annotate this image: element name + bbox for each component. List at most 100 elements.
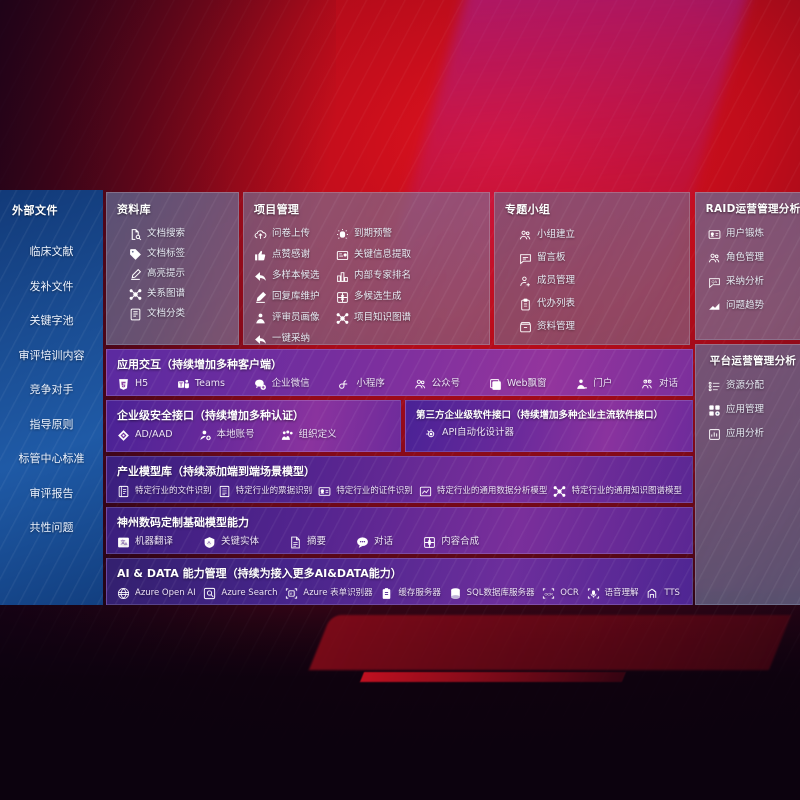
library-item-document-tag[interactable]: 文档标签 (129, 244, 230, 264)
interaction-item-h5[interactable]: H5 (117, 375, 148, 394)
project-item-label: 内部专家排名 (354, 270, 412, 282)
summary-icon (289, 536, 302, 549)
thirdparty-item-label: API自动化设计器 (442, 427, 515, 439)
ai-item-azure-search[interactable]: Azure Search (203, 584, 278, 603)
interaction-item-miniprogram[interactable]: 小程序 (338, 375, 385, 394)
sidebar-item-clinical-literature[interactable]: 临床文献 (29, 245, 74, 258)
security-item-organization[interactable]: 组织定义 (281, 426, 337, 445)
sidebar-item-keyword-pool[interactable]: 关键字池 (29, 314, 74, 327)
interaction-item-wecom[interactable]: 企业微信 (254, 375, 310, 394)
project-item-knowledge-graph[interactable]: 项目知识图谱 (336, 308, 418, 329)
sidebar-item-review-report[interactable]: 审评报告 (29, 486, 74, 500)
band-enterprise-security: 企业级安全接口（持续增加多种认证） AD/AAD 本地账号 组织定义 (106, 400, 401, 452)
industry-item-data-analysis-model[interactable]: 特定行业的通用数据分析模型 (419, 482, 547, 501)
interaction-item-web-float-window[interactable]: Web飘窗 (489, 375, 547, 394)
project-item-multi-sample-candidate[interactable]: 多样本候选 (254, 266, 336, 287)
official-account-icon (414, 378, 427, 391)
library-item-label: 高亮提示 (147, 267, 186, 279)
ai-item-label: SQL数据库服务器 (466, 587, 535, 598)
ai-item-azure-form-recognizer[interactable]: e Azure 表单识别器 (285, 584, 373, 603)
project-item-expert-ranking[interactable]: 内部专家排名 (336, 266, 418, 287)
platform-item-application-analysis[interactable]: 应用分析 (708, 422, 796, 446)
group-item-label: 留言板 (537, 252, 566, 264)
project-item-reviewer-profile[interactable]: 评审员画像 (254, 308, 336, 329)
sidebar-item-common-issues[interactable]: 共性问题 (29, 521, 74, 534)
content-merge-icon (423, 536, 436, 549)
ai-item-tts[interactable]: TTS (646, 584, 680, 603)
library-item-relation-graph[interactable]: 关系图谱 (129, 284, 230, 304)
ai-item-label: Azure 表单识别器 (303, 587, 373, 598)
dcits-item-content-synthesis[interactable]: 内容合成 (423, 533, 479, 552)
dcits-item-label: 内容合成 (441, 536, 480, 548)
industry-item-receipt-recognition[interactable]: 特定行业的票据识别 (218, 482, 312, 501)
group-item-member-management[interactable]: 成员管理 (519, 270, 605, 293)
sidebar-item-standards-center[interactable]: 标管中心标准 (18, 452, 85, 465)
project-item-due-warning[interactable]: 到期预警 (336, 224, 418, 245)
ai-item-voice-understanding[interactable]: 语音理解 (587, 584, 639, 603)
dcits-item-chat[interactable]: 对话 (356, 533, 393, 552)
sidebar-item-supplement-docs[interactable]: 发补文件 (29, 279, 74, 293)
library-item-label: 文档分类 (147, 307, 186, 319)
top-panel-row: 资料库 文档搜索 文档标签 高亮提示 (106, 192, 693, 345)
security-item-list: AD/AAD 本地账号 组织定义 (107, 426, 400, 451)
thirdparty-item-api-designer[interactable]: API自动化设计器 (424, 424, 514, 443)
group-item-reminder[interactable]: 事项提醒 (519, 339, 605, 345)
file-recognition-icon (117, 485, 130, 498)
raid-item-label: 采纳分析 (726, 275, 765, 287)
task-list-icon (708, 380, 721, 393)
group-item-message-board[interactable]: 留言板 (519, 247, 605, 270)
project-item-one-click-adopt[interactable]: 一键采纳 (254, 329, 336, 344)
sidebar-item-competitors[interactable]: 竞争对手 (29, 383, 74, 396)
interaction-item-label: H5 (135, 378, 149, 390)
group-item-list: 小组建立 留言板 成员管理 代办列表 (495, 224, 689, 345)
band-application-interaction: 应用交互（持续增加多种客户端） H5 Teams 企业微信 小程序 (106, 349, 693, 396)
project-item-questionnaire-upload[interactable]: 问卷上传 (254, 224, 336, 245)
ai-item-label: 语音理解 (604, 587, 639, 598)
library-item-highlight[interactable]: 高亮提示 (129, 264, 230, 284)
project-item-thanks[interactable]: 点赞感谢 (254, 245, 336, 266)
thirdparty-item-list: API自动化设计器 (406, 424, 692, 449)
industry-item-label: 特定行业的文件识别 (135, 485, 212, 496)
ai-item-sql-database-server[interactable]: SQL数据库服务器 (449, 584, 535, 603)
security-item-local-account[interactable]: 本地账号 (199, 426, 255, 445)
ai-item-azure-open-ai[interactable]: Azure Open AI (117, 584, 196, 603)
project-item-multi-candidate-gen[interactable]: 多候选生成 (336, 287, 418, 308)
raid-item-role-management[interactable]: 角色管理 (708, 246, 796, 270)
library-item-document-search[interactable]: 文档搜索 (129, 224, 230, 244)
interaction-item-official-account[interactable]: 公众号 (414, 375, 460, 394)
security-thirdparty-row: 企业级安全接口（持续增加多种认证） AD/AAD 本地账号 组织定义 (106, 400, 693, 452)
panel-platform-title: 平台运营管理分析 (709, 355, 797, 367)
ai-item-ocr[interactable]: OCR OCR (542, 584, 579, 603)
industry-item-id-recognition[interactable]: 特定行业的证件识别 (318, 482, 413, 501)
raid-item-issue-trend[interactable]: 问题趋势 (708, 294, 796, 318)
sidebar-item-review-training[interactable]: 审评培训内容 (18, 348, 85, 362)
industry-item-file-recognition[interactable]: 特定行业的文件识别 (117, 482, 212, 501)
interaction-item-portal[interactable]: 门户 (575, 375, 612, 394)
project-item-key-info-extract[interactable]: 关键信息提取 (336, 245, 418, 266)
security-item-ad-aad[interactable]: AD/AAD (117, 426, 173, 445)
ocr-icon: OCR (542, 587, 555, 600)
project-item-reply-library[interactable]: 回复库维护 (254, 287, 336, 308)
platform-item-resource-allocation[interactable]: 资源分配 (708, 374, 796, 398)
interaction-item-dialog[interactable]: 对话 (641, 375, 678, 394)
bell-icon (519, 344, 532, 345)
dcits-item-summary[interactable]: 摘要 (289, 533, 326, 552)
dialog-icon (641, 378, 654, 391)
group-item-material-management[interactable]: 资料管理 (519, 316, 605, 339)
interaction-item-teams[interactable]: Teams (177, 375, 225, 394)
band-industry-model-library: 产业模型库（持续添加端到端场景模型） 特定行业的文件识别 特定行业的票据识别 特… (106, 456, 693, 503)
raid-item-user-training[interactable]: 用户锻炼 (708, 222, 796, 246)
group-item-todo-list[interactable]: 代办列表 (519, 293, 605, 316)
group-item-create-group[interactable]: 小组建立 (519, 224, 605, 247)
miniprogram-icon (338, 378, 351, 391)
dcits-item-key-entity[interactable]: A 关键实体 (203, 533, 259, 552)
platform-item-application-management[interactable]: 应用管理 (708, 398, 796, 422)
sidebar-item-guidelines[interactable]: 指导原则 (29, 417, 74, 431)
ai-item-cache-server[interactable]: 缓存服务器 (380, 584, 441, 603)
library-item-document-classify[interactable]: 文档分类 (129, 304, 230, 324)
project-item-label: 问卷上传 (272, 228, 311, 240)
raid-item-adoption-analysis[interactable]: QA 采纳分析 (708, 270, 796, 294)
industry-item-knowledge-graph-model[interactable]: 特定行业的通用知识图谱模型 (553, 482, 682, 501)
form-recognizer-icon: e (285, 587, 298, 600)
